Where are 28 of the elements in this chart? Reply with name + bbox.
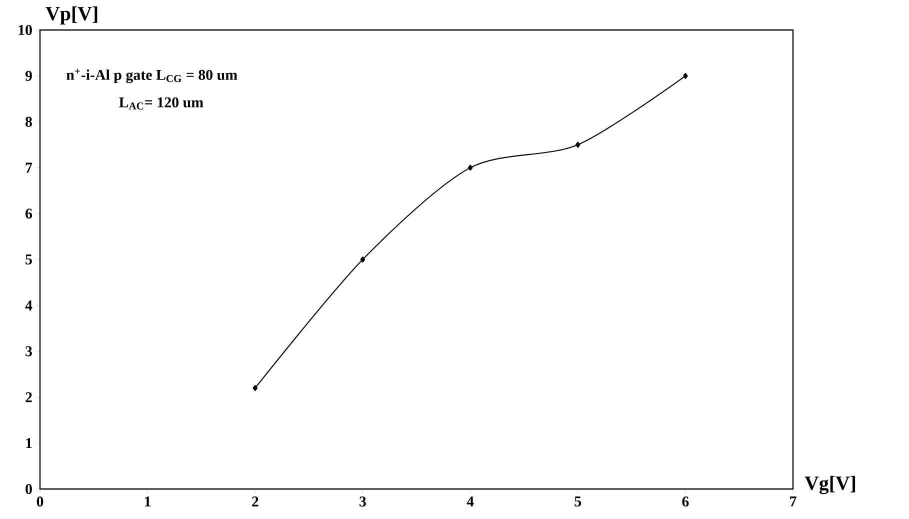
x-tick-label: 7 [790,496,796,506]
y-tick-label: 0 [26,484,32,494]
x-tick-label: 5 [574,496,582,506]
point [575,142,580,148]
y-tick-label: 4 [25,300,32,310]
x-tick-label: 0 [36,496,44,507]
x-tick-label: 2 [252,496,258,506]
point [252,384,258,392]
y-axis-title: Vp[V] [46,6,98,24]
x-tick-label: 4 [466,496,474,506]
x-tick-label: 6 [682,496,689,507]
y-tick-label: 7 [26,162,32,173]
y-tick-label: 1 [26,438,32,448]
point [468,164,473,171]
y-tick-label: 10 [18,24,32,36]
y-tick-label: 5 [26,254,32,264]
annotation: L$_{AC}$= 120 um [119,97,204,110]
y-tick-label: 3 [26,346,32,356]
x-tick-label: 1 [145,496,151,506]
y-tick-label: 9 [25,70,32,81]
y-tick-label: 6 [26,208,32,219]
x-axis-title: Vg[V] [804,476,856,494]
x-tick-label: 3 [360,496,366,507]
point [683,72,688,79]
point [360,256,366,263]
annotation: n$^{+}$-i-Al p gate L$_{CG}$ = 80 um [66,68,238,84]
y-tick-label: 8 [26,116,32,127]
y-tick-label: 2 [26,392,32,402]
